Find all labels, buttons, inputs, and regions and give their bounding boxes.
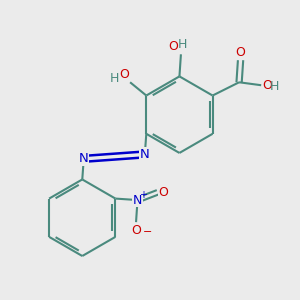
Text: N: N [133, 194, 142, 207]
Text: O: O [158, 186, 168, 199]
Text: O: O [236, 46, 245, 59]
Text: O: O [262, 79, 272, 92]
Text: H: H [110, 72, 119, 85]
Text: H: H [178, 38, 188, 51]
Text: +: + [140, 190, 147, 200]
Text: H: H [269, 80, 279, 93]
Text: N: N [79, 152, 88, 165]
Text: −: − [142, 227, 152, 237]
Text: O: O [131, 224, 141, 237]
Text: O: O [119, 68, 129, 81]
Text: N: N [140, 148, 150, 161]
Text: O: O [169, 40, 178, 53]
